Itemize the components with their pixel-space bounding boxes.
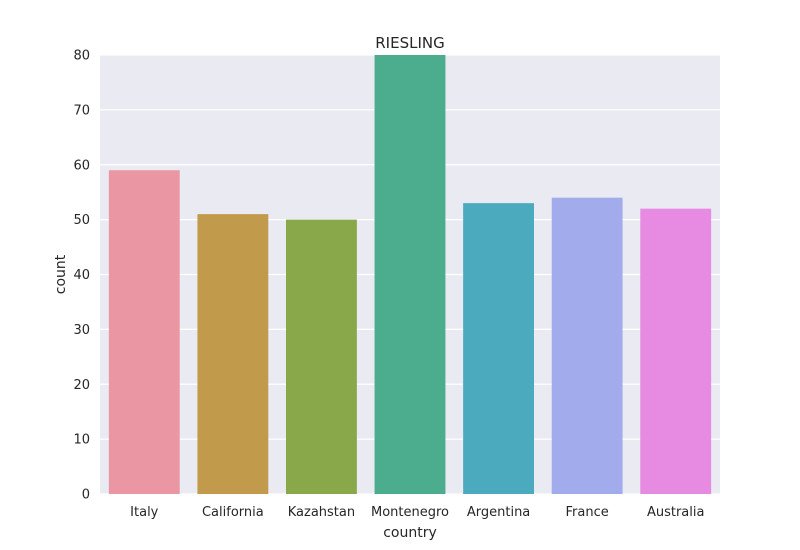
x-tick-label: Australia (647, 505, 705, 520)
x-tick-label: Argentina (467, 505, 530, 520)
y-tick-label: 80 (73, 49, 90, 64)
bar-italy (108, 170, 180, 495)
x-tick-label: Italy (130, 505, 159, 520)
bar-montenegro (374, 55, 446, 494)
y-tick-labels: 0 10 20 30 40 50 60 70 80 (73, 49, 90, 503)
y-tick-label: 0 (82, 488, 90, 503)
y-tick-label: 20 (73, 378, 90, 393)
y-tick-label: 30 (73, 323, 90, 338)
x-tick-label: California (202, 505, 264, 520)
y-tick-label: 40 (73, 268, 90, 283)
x-tick-labels: Italy California Kazahstan Montenegro Argent… (130, 505, 704, 520)
bar-california (197, 214, 269, 494)
y-axis-label: count (53, 254, 69, 294)
y-tick-label: 50 (73, 213, 90, 228)
y-tick-label: 10 (73, 433, 90, 448)
bar-kazahstan (286, 219, 357, 494)
y-tick-label: 60 (73, 158, 90, 173)
x-tick-label: France (566, 505, 609, 520)
x-tick-label: Montenegro (371, 505, 449, 520)
bar-australia (640, 208, 712, 494)
y-tick-label: 70 (73, 103, 90, 118)
bar-argentina (463, 203, 534, 494)
x-tick-label: Kazahstan (288, 505, 355, 520)
chart-title: RIESLING (375, 34, 444, 52)
x-axis-label: country (383, 525, 437, 541)
bar-france (551, 197, 623, 495)
bars (108, 55, 712, 495)
